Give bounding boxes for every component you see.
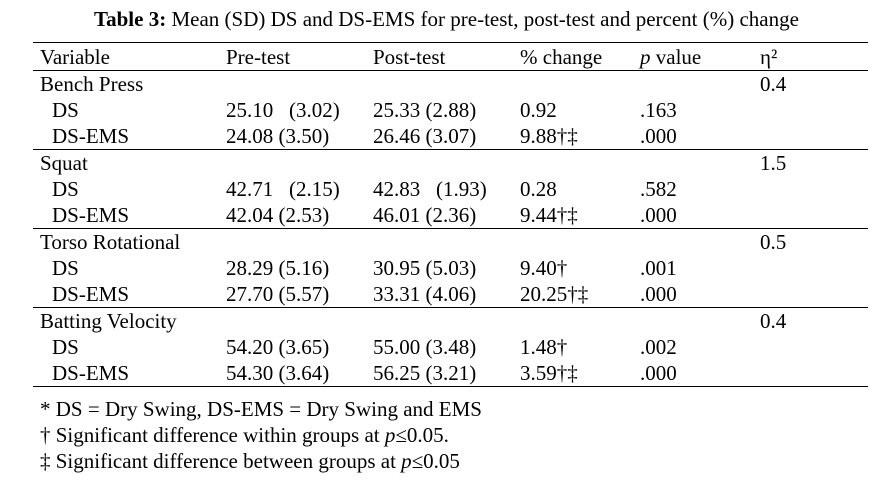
group-name: Torso Rotational (33, 228, 226, 255)
p-value-cell: .163 (640, 98, 677, 122)
table-caption-text: Mean (SD) DS and DS-EMS for pre-test, po… (166, 7, 799, 31)
group-row-torso-rotational: Torso Rotational 0.5 (33, 228, 868, 255)
p-value-cell: .002 (640, 335, 677, 359)
footnote-within-prefix: † Significant difference within groups a… (40, 423, 385, 447)
p-value-cell: .000 (640, 360, 760, 387)
change-cell: 0.28 (520, 177, 557, 201)
group-row-squat: Squat 1.5 (33, 149, 868, 176)
p-value-cell: .000 (640, 203, 677, 227)
change-cell: 9.40† (520, 256, 568, 280)
table-caption-label: Table 3: (94, 7, 167, 31)
footnote-between-groups: ‡ Significant difference between groups … (40, 448, 482, 474)
table-row: DS 42.71 (2.15) 42.83 (1.93) 0.28 .582 (33, 176, 868, 202)
pre-test-cell: 28.29 (5.16) (226, 256, 330, 280)
group-row-bench-press: Bench Press 0.4 (33, 70, 868, 97)
post-test-cell: 42.83 (1.93) (373, 177, 487, 201)
p-value-cell: .001 (640, 256, 677, 280)
row-label: DS (52, 177, 79, 201)
header-p-letter: p (640, 44, 651, 69)
header-eta-squared: η² (760, 42, 868, 71)
row-label: DS (52, 335, 79, 359)
row-label: DS-EMS (52, 203, 130, 227)
header-variable: Variable (33, 42, 226, 71)
pre-test-cell: 54.30 (3.64) (226, 360, 373, 387)
change-cell: 1.48† (520, 335, 568, 359)
eta-value: 0.4 (760, 70, 868, 97)
header-pre-test: Pre-test (226, 42, 373, 71)
table-row: DS-EMS 54.30 (3.64) 56.25 (3.21) 3.59†‡ … (33, 360, 868, 387)
table-row: DS-EMS 42.04 (2.53) 46.01 (2.36) 9.44†‡ … (33, 202, 868, 229)
footnote-between-prefix: ‡ Significant difference between groups … (40, 449, 402, 473)
change-cell: 20.25†‡ (520, 282, 589, 306)
change-cell: 3.59†‡ (520, 360, 640, 387)
post-test-cell: 56.25 (3.21) (373, 360, 520, 387)
table-caption: Table 3: Mean (SD) DS and DS-EMS for pre… (0, 6, 893, 32)
p-value-cell: .582 (640, 177, 677, 201)
p-value-cell: .000 (640, 282, 677, 306)
row-label: DS-EMS (33, 360, 226, 387)
table-row: DS 28.29 (5.16) 30.95 (5.03) 9.40† .001 (33, 255, 868, 281)
group-name: Squat (33, 149, 226, 176)
change-cell: 9.44†‡ (520, 203, 578, 227)
header-row: Variable Pre-test Post-test % change p v… (33, 42, 868, 71)
table-row: DS-EMS 27.70 (5.57) 33.31 (4.06) 20.25†‡… (33, 281, 868, 308)
change-cell: 0.92 (520, 98, 557, 122)
footnote-within-groups: † Significant difference within groups a… (40, 422, 482, 448)
post-test-cell: 26.46 (3.07) (373, 124, 477, 148)
change-cell: 9.88†‡ (520, 124, 578, 148)
post-test-cell: 33.31 (4.06) (373, 282, 477, 306)
pre-test-cell: 24.08 (3.50) (226, 124, 330, 148)
header-percent-change: % change (520, 42, 640, 71)
results-table: Variable Pre-test Post-test % change p v… (33, 42, 868, 387)
post-test-cell: 30.95 (5.03) (373, 256, 477, 280)
row-label: DS-EMS (52, 124, 130, 148)
table-row: DS 54.20 (3.65) 55.00 (3.48) 1.48† .002 (33, 334, 868, 360)
post-test-cell: 46.01 (2.36) (373, 203, 477, 227)
header-p-rest: value (650, 44, 702, 69)
pre-test-cell: 42.71 (2.15) (226, 177, 340, 201)
post-test-cell: 25.33 (2.88) (373, 98, 477, 122)
p-value-cell: .000 (640, 124, 677, 148)
table-row: DS-EMS 24.08 (3.50) 26.46 (3.07) 9.88†‡ … (33, 123, 868, 150)
row-label: DS-EMS (52, 282, 130, 306)
pre-test-cell: 54.20 (3.65) (226, 335, 330, 359)
pre-test-cell: 25.10 (3.02) (226, 98, 340, 122)
post-test-cell: 55.00 (3.48) (373, 335, 477, 359)
eta-value: 1.5 (760, 149, 868, 176)
pre-test-cell: 42.04 (2.53) (226, 203, 330, 227)
footnote-abbreviations: * DS = Dry Swing, DS-EMS = Dry Swing and… (40, 397, 482, 421)
footnote-between-suffix: ≤0.05 (411, 449, 460, 473)
group-name: Batting Velocity (33, 307, 226, 334)
footnote-between-p: p (401, 449, 412, 473)
group-name: Bench Press (33, 70, 226, 97)
header-post-test: Post-test (373, 42, 520, 71)
group-row-batting-velocity: Batting Velocity 0.4 (33, 307, 868, 334)
table-footnotes: * DS = Dry Swing, DS-EMS = Dry Swing and… (40, 396, 482, 474)
footnote-within-suffix: ≤0.05. (395, 423, 449, 447)
pre-test-cell: 27.70 (5.57) (226, 282, 330, 306)
row-label: DS (52, 98, 79, 122)
eta-value: 0.5 (760, 228, 868, 255)
header-p-value: p value (640, 42, 760, 71)
row-label: DS (52, 256, 79, 280)
table-row: DS 25.10 (3.02) 25.33 (2.88) 0.92 .163 (33, 97, 868, 123)
footnote-within-p: p (384, 423, 396, 447)
eta-value: 0.4 (760, 307, 868, 334)
